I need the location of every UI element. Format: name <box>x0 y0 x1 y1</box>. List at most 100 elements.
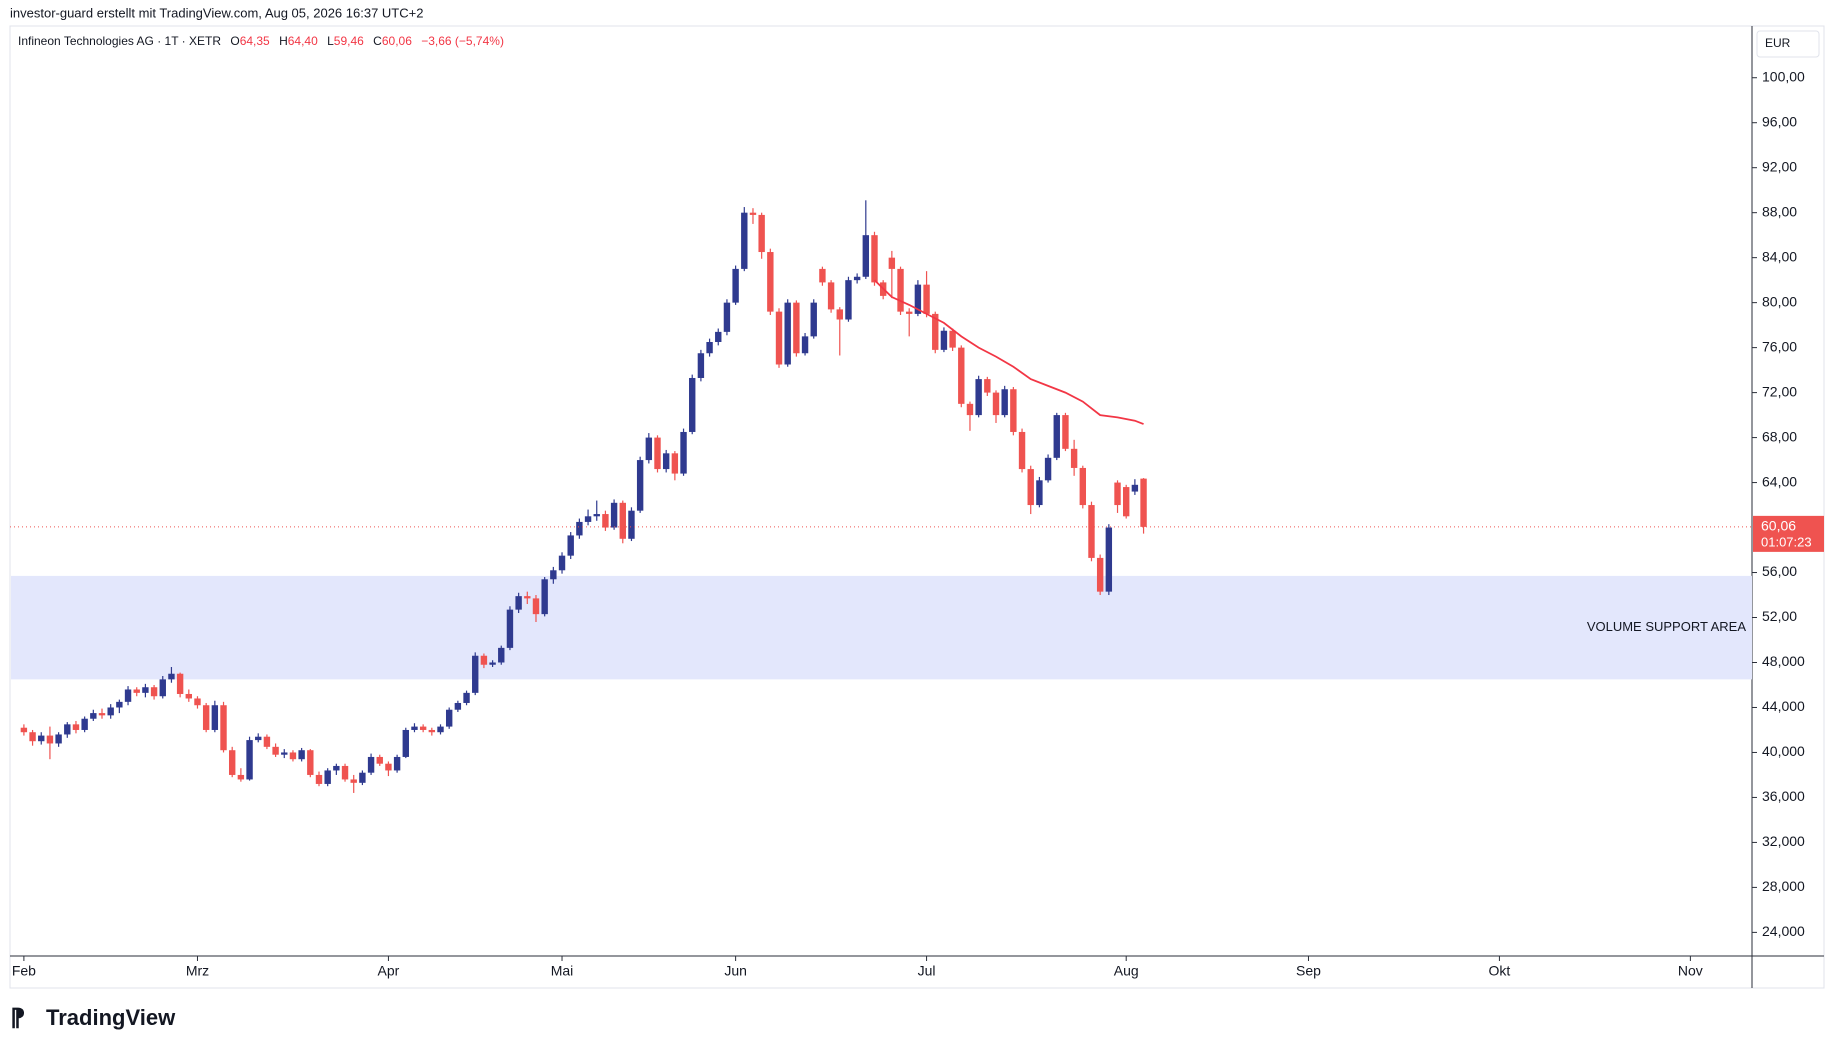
y-tick-label: 72,00 <box>1762 383 1797 399</box>
candle-body <box>411 726 418 730</box>
candle-body <box>836 309 843 320</box>
candle-body <box>98 713 106 716</box>
candle-body <box>853 276 861 281</box>
x-tick-label: Jul <box>918 963 936 979</box>
candle-body <box>480 655 488 665</box>
candle-body <box>142 687 149 693</box>
candle-body <box>1036 480 1043 506</box>
candle-body <box>1079 467 1087 506</box>
x-tick-label: Apr <box>378 963 400 979</box>
y-tick-label: 80,00 <box>1762 293 1797 309</box>
candle-body <box>220 705 227 751</box>
candle-body <box>228 750 236 775</box>
currency-box[interactable] <box>1756 30 1820 58</box>
candle-body <box>602 514 609 528</box>
candle-body <box>801 336 809 354</box>
candle-body <box>498 647 505 663</box>
candle-body <box>984 379 991 393</box>
candle-body <box>940 330 948 350</box>
candle-body <box>671 453 679 474</box>
candle-body <box>202 705 210 730</box>
candle-body <box>749 212 757 215</box>
candle-body <box>550 570 557 580</box>
candle-body <box>524 596 531 599</box>
x-tick-label: Jun <box>724 963 747 979</box>
y-tick-label: 64,00 <box>1762 473 1797 489</box>
candle-body <box>645 437 653 461</box>
y-tick-label: 28,000 <box>1762 878 1805 894</box>
candle-body <box>333 765 340 771</box>
candle-body <box>38 735 45 742</box>
y-tick-label: 52,00 <box>1762 608 1797 624</box>
candle-body <box>211 705 219 730</box>
candle-body <box>1053 415 1060 458</box>
candle-body <box>767 252 774 312</box>
candle-body <box>454 702 462 710</box>
candle-body <box>281 752 288 755</box>
l-key: L <box>327 34 334 48</box>
candle-body <box>610 502 618 528</box>
candle-body <box>463 692 470 703</box>
logo: ⁋ TradingView <box>10 1004 176 1031</box>
candle-body <box>393 756 401 771</box>
candle-body <box>255 736 262 741</box>
candle-body <box>584 516 592 522</box>
candle-body <box>472 655 479 693</box>
candle-body <box>741 212 748 269</box>
y-tick-label: 96,00 <box>1762 113 1797 129</box>
candle-body <box>819 268 826 283</box>
last-price-badge <box>1753 515 1824 552</box>
y-tick-label: 44,000 <box>1762 698 1805 714</box>
candle-body <box>1096 557 1104 592</box>
last-price-label: 60,06 <box>1761 518 1796 534</box>
y-tick-label: 68,00 <box>1762 428 1797 444</box>
currency[interactable]: EUR <box>1765 36 1791 50</box>
candle-body <box>1088 505 1095 558</box>
candle-body <box>194 698 201 706</box>
candle-body <box>862 235 870 277</box>
x-tick-label: Nov <box>1678 963 1703 979</box>
c-value: 60,06 <box>382 34 412 48</box>
legend: Infineon Technologies AG · 1T · XETR O64… <box>18 34 504 48</box>
candle-body <box>107 707 114 716</box>
y-tick-label: 88,00 <box>1762 203 1797 219</box>
candle-body <box>593 514 600 517</box>
candle-body <box>350 779 357 783</box>
candle-body <box>975 379 982 416</box>
zone-label: VOLUME SUPPORT AREA <box>1587 619 1747 634</box>
candle-body <box>176 673 184 694</box>
candle-body <box>376 756 383 764</box>
candle-body <box>906 311 913 314</box>
x-tick-label: Okt <box>1489 963 1511 979</box>
x-tick-label: Mrz <box>186 963 209 979</box>
candle-body <box>654 437 661 470</box>
candle-body <box>1062 415 1069 449</box>
candle-body <box>515 596 522 610</box>
candle-body <box>871 235 878 283</box>
candle-body <box>992 392 1000 416</box>
y-tick-label: 36,000 <box>1762 788 1805 804</box>
x-tick-label: Aug <box>1114 963 1139 979</box>
candle-body <box>489 662 496 665</box>
candle-body <box>810 302 817 337</box>
o-value: 64,35 <box>240 34 270 48</box>
candle-body <box>567 535 574 556</box>
candle-body <box>246 740 253 780</box>
candle-body <box>758 214 765 253</box>
candle-body <box>133 689 140 693</box>
candle-body <box>116 701 123 708</box>
candle-body <box>888 257 896 269</box>
candle-body <box>367 756 375 773</box>
candle-body <box>1140 478 1147 527</box>
candle-body <box>1105 527 1113 592</box>
candle-body <box>914 284 922 314</box>
candle-body <box>775 311 783 365</box>
candle-body <box>72 724 80 730</box>
countdown: 01:07:23 <box>1761 534 1812 549</box>
l-value: 59,46 <box>334 34 364 48</box>
candle-body <box>619 502 626 539</box>
candle-body <box>419 726 427 730</box>
candle-body <box>1131 484 1139 492</box>
candle-body <box>897 268 904 312</box>
h-key: H <box>279 34 288 48</box>
